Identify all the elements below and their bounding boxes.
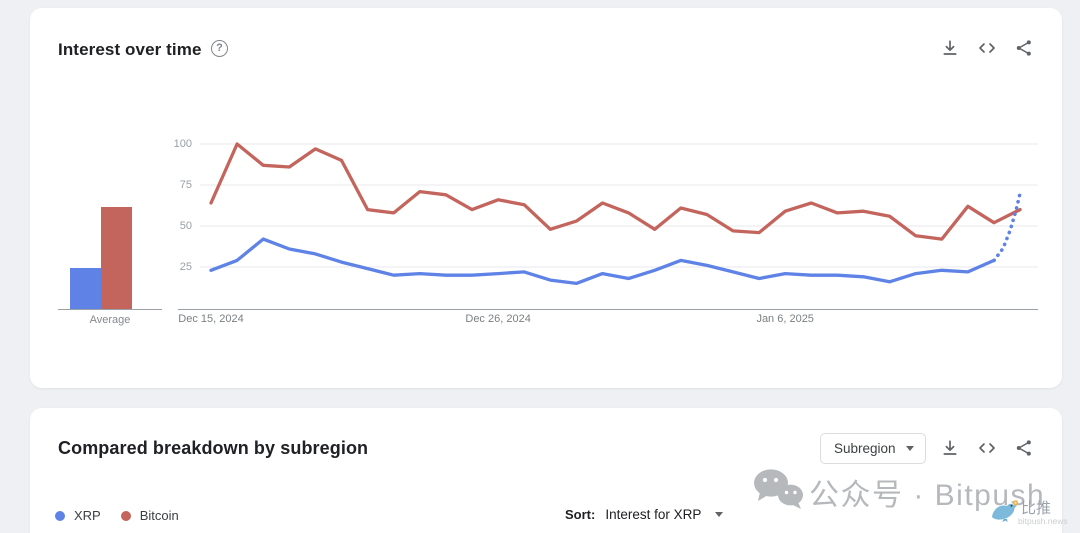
download-icon[interactable] — [940, 38, 960, 58]
y-axis-labels: 25 50 75 100 — [156, 8, 192, 313]
subregion-dropdown-value: Subregion — [834, 441, 896, 456]
breakdown-by-subregion-card: Compared breakdown by subregion Subregio… — [30, 408, 1062, 533]
legend-label: Bitcoin — [139, 508, 179, 523]
legend-label: XRP — [74, 508, 101, 523]
y-tick-label: 50 — [179, 220, 192, 232]
trend-line-chart[interactable] — [200, 138, 1038, 313]
share-icon[interactable] — [1014, 438, 1034, 458]
interest-card-title: Interest over time — [58, 40, 202, 59]
help-icon[interactable]: ? — [211, 40, 228, 57]
sort-label: Sort: — [565, 507, 596, 522]
embed-code-icon[interactable] — [977, 438, 997, 458]
share-icon[interactable] — [1014, 38, 1034, 58]
series-dotted-tail-xrp — [992, 191, 1022, 263]
x-tick-label: Jan 6, 2025 — [756, 313, 814, 325]
chevron-down-icon — [906, 446, 914, 451]
x-axis-labels: Dec 15, 2024 Dec 26, 2024 Jan 6, 2025 — [178, 313, 1050, 327]
chevron-down-icon — [715, 512, 724, 517]
y-tick-label: 75 — [179, 179, 192, 191]
download-icon[interactable] — [940, 438, 960, 458]
series-line-xrp — [209, 237, 996, 286]
subregion-dropdown[interactable]: Subregion — [820, 433, 926, 464]
legend-item-bitcoin: Bitcoin — [120, 508, 179, 523]
average-bar-chart[interactable] — [58, 138, 162, 309]
breakdown-card-title: Compared breakdown by subregion — [58, 438, 369, 458]
embed-code-icon[interactable] — [977, 38, 997, 58]
interest-over-time-card: Interest over time ? Average 25 50 75 100 D… — [30, 8, 1062, 388]
average-bar-xrp[interactable] — [70, 268, 101, 309]
y-tick-label: 25 — [179, 261, 192, 273]
legend-item-xrp: XRP — [55, 508, 101, 523]
breakdown-card-actions — [940, 438, 1034, 458]
series-line-bitcoin — [209, 142, 1022, 241]
average-bar-bitcoin[interactable] — [101, 207, 132, 309]
y-tick-label: 100 — [173, 138, 192, 150]
x-axis-line — [178, 309, 1038, 310]
x-tick-label: Dec 26, 2024 — [465, 313, 531, 325]
sort-control[interactable]: Sort: Interest for XRP — [565, 507, 724, 522]
x-tick-label: Dec 15, 2024 — [178, 313, 244, 325]
average-axis-line — [58, 309, 162, 310]
legend-dot — [55, 510, 65, 521]
legend-dot — [120, 510, 131, 521]
sort-value: Interest for XRP — [605, 507, 702, 522]
interest-card-actions — [940, 38, 1034, 58]
average-axis-label: Average — [89, 314, 131, 326]
series-legend: XRP Bitcoin — [55, 508, 179, 523]
